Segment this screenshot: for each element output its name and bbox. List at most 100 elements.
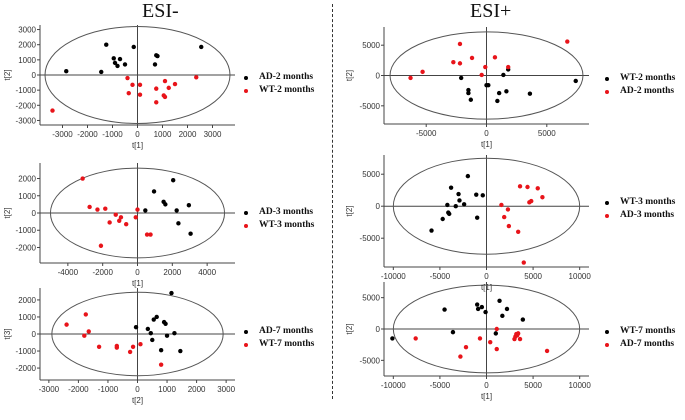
y-tick-label: -1000 bbox=[16, 347, 37, 356]
data-point bbox=[174, 208, 179, 213]
x-tick-label: 0 bbox=[484, 129, 489, 138]
data-point bbox=[480, 193, 485, 198]
legend-marker-icon bbox=[605, 76, 609, 81]
legend-label: WT-2 months bbox=[620, 73, 676, 83]
legend-marker-icon bbox=[605, 342, 609, 347]
legend-label: WT-2 months bbox=[259, 85, 315, 95]
data-point bbox=[117, 218, 122, 223]
legend-item: WT-7 months bbox=[244, 338, 314, 351]
legend-item: WT-7 months bbox=[605, 325, 675, 338]
data-point bbox=[99, 69, 104, 75]
data-point bbox=[137, 92, 143, 97]
data-point bbox=[194, 75, 199, 80]
data-point bbox=[148, 330, 153, 336]
y-tick-label: 0 bbox=[32, 209, 37, 218]
series-ad-3-months bbox=[499, 184, 545, 265]
series-ad-7-months bbox=[133, 290, 183, 354]
data-point bbox=[145, 326, 151, 332]
legend-marker-icon bbox=[244, 329, 248, 334]
data-point bbox=[461, 202, 467, 207]
x-tick-label: 5000 bbox=[524, 381, 542, 390]
confidence-ellipse bbox=[392, 157, 581, 255]
data-point bbox=[103, 206, 108, 211]
data-point bbox=[50, 108, 55, 113]
legend-item: WT-2 months bbox=[244, 84, 314, 97]
data-point bbox=[127, 349, 133, 355]
data-point bbox=[488, 339, 493, 345]
data-point bbox=[163, 321, 168, 326]
legend-label: WT-7 months bbox=[259, 339, 315, 349]
x-axis-title: t[1] bbox=[132, 279, 143, 288]
y-tick-label: 5000 bbox=[362, 294, 380, 303]
y-tick-label: 2000 bbox=[18, 41, 36, 50]
y-tick-label: 1000 bbox=[18, 313, 36, 322]
data-point bbox=[135, 207, 140, 212]
x-tick-label: -5000 bbox=[430, 272, 451, 281]
legend-label: AD-7 months bbox=[259, 326, 314, 336]
data-point bbox=[172, 81, 178, 87]
data-point bbox=[152, 62, 158, 67]
x-tick-label: 2000 bbox=[188, 385, 206, 394]
legend-esi-neg-7m: AD-7 months WT-7 months bbox=[244, 325, 314, 351]
data-point bbox=[151, 189, 157, 194]
x-axis-title: t[1] bbox=[481, 140, 492, 149]
data-point bbox=[83, 312, 88, 317]
legend-esi-neg-3m: AD-3 months WT-3 months bbox=[244, 206, 314, 232]
legend-marker-icon bbox=[605, 89, 609, 94]
legend-label: AD-7 months bbox=[620, 339, 675, 349]
data-point bbox=[521, 260, 526, 265]
y-tick-label: -1000 bbox=[16, 226, 37, 235]
legend-marker-icon bbox=[244, 342, 248, 347]
data-point bbox=[474, 192, 479, 197]
data-point bbox=[133, 324, 139, 330]
data-point bbox=[540, 195, 545, 200]
legend-esi-pos-3m: WT-3 months AD-3 months bbox=[605, 196, 675, 222]
confidence-ellipse bbox=[49, 167, 226, 259]
data-point bbox=[502, 214, 507, 220]
x-tick-label: 4000 bbox=[198, 268, 216, 277]
data-point bbox=[158, 362, 164, 367]
x-tick-label: 2000 bbox=[179, 130, 197, 139]
data-point bbox=[475, 306, 481, 312]
x-tick-label: 0 bbox=[135, 268, 140, 277]
data-point bbox=[527, 91, 533, 96]
y-tick-label: 0 bbox=[376, 325, 381, 334]
x-tick-label: 0 bbox=[135, 385, 140, 394]
data-point bbox=[82, 333, 87, 338]
legend-marker-icon bbox=[605, 329, 609, 334]
data-point bbox=[154, 86, 159, 91]
data-point bbox=[64, 322, 69, 327]
legend-label: AD-2 months bbox=[620, 86, 675, 96]
data-point bbox=[504, 306, 510, 312]
data-point bbox=[483, 64, 488, 70]
y-axis-title: t[2] bbox=[345, 323, 354, 334]
confidence-ellipse bbox=[389, 31, 584, 120]
legend-item: AD-7 months bbox=[244, 325, 314, 338]
data-point bbox=[505, 207, 511, 212]
data-point bbox=[479, 72, 484, 78]
x-tick-label: -1000 bbox=[102, 130, 123, 139]
data-point bbox=[517, 336, 523, 342]
data-point bbox=[445, 202, 450, 208]
data-point bbox=[494, 326, 499, 332]
x-tick-label: 10000 bbox=[569, 272, 592, 281]
data-point bbox=[469, 55, 475, 61]
series-wt-7-months bbox=[64, 312, 164, 367]
y-tick-label: 2000 bbox=[18, 175, 36, 184]
legend-marker-icon bbox=[605, 213, 609, 218]
x-tick-label: -4000 bbox=[58, 268, 79, 277]
data-point bbox=[456, 191, 461, 197]
series-wt-3-months bbox=[80, 176, 153, 248]
y-tick-label: -2000 bbox=[16, 243, 37, 252]
legend-label: WT-7 months bbox=[620, 326, 676, 336]
data-point bbox=[148, 232, 153, 237]
data-point bbox=[123, 222, 129, 227]
legend-item: AD-2 months bbox=[244, 71, 314, 84]
legend-esi-pos-7m: WT-7 months AD-7 months bbox=[605, 325, 675, 351]
data-point bbox=[458, 75, 464, 81]
data-point bbox=[515, 229, 521, 234]
y-tick-label: -5000 bbox=[360, 234, 381, 243]
legend-label: AD-2 months bbox=[259, 72, 314, 82]
data-point bbox=[150, 337, 155, 343]
